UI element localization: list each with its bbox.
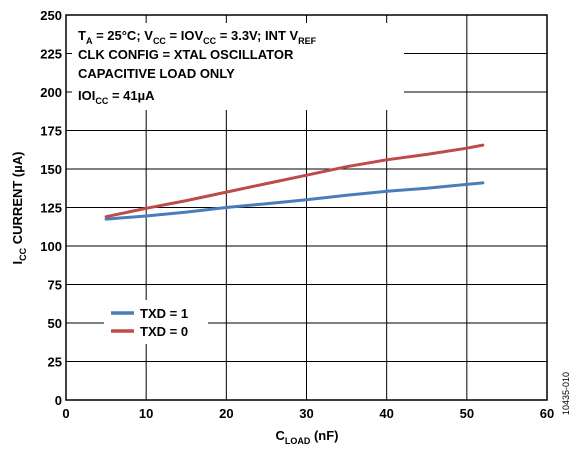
y-tick-label: 100 <box>40 239 62 254</box>
y-tick-label: 150 <box>40 162 62 177</box>
annotation: TA = 25°C; VCC = IOVCC = 3.3V; INT VREF … <box>72 23 404 110</box>
y-tick-labels: 0 25 50 75 100 125 150 175 200 225 250 <box>40 8 62 408</box>
x-tick-label: 60 <box>540 406 554 421</box>
plot-frame <box>65 14 548 401</box>
x-tick-label: 0 <box>62 406 69 421</box>
y-tick-label: 125 <box>40 201 62 216</box>
annotation-line1: TA = 25°C; VCC = IOVCC = 3.3V; INT VREF <box>78 28 317 46</box>
series-line-txd0 <box>104 143 485 219</box>
y-tick-label: 175 <box>40 124 62 139</box>
legend: TXD = 1 TXD = 0 <box>104 300 208 344</box>
y-tick-label: 50 <box>48 316 62 331</box>
y-tick-label: 75 <box>48 278 62 293</box>
legend-label-txd1: TXD = 1 <box>140 306 188 321</box>
annotation-line2: CLK CONFIG = XTAL OSCILLATOR <box>78 47 294 62</box>
x-tick-labels: 0 10 20 30 40 50 60 <box>62 406 554 421</box>
series-line-txd1 <box>104 181 485 221</box>
y-tick-label: 250 <box>40 8 62 23</box>
y-axis-label: ICC CURRENT (µA) <box>10 152 28 265</box>
figure-id: 10435-010 <box>561 372 571 415</box>
x-tick-label: 10 <box>139 406 153 421</box>
x-tick-label: 20 <box>219 406 233 421</box>
y-tick-label: 200 <box>40 85 62 100</box>
annotation-line3: CAPACITIVE LOAD ONLY <box>78 66 235 81</box>
annotation-line4: IOICC = 41µA <box>78 88 155 106</box>
annotation-line4-background <box>72 86 186 110</box>
x-tick-label: 40 <box>379 406 393 421</box>
x-tick-label: 30 <box>299 406 313 421</box>
x-tick-label: 50 <box>460 406 474 421</box>
legend-label-txd0: TXD = 0 <box>140 324 188 339</box>
y-tick-label: 0 <box>55 393 62 408</box>
y-tick-label: 25 <box>48 355 62 370</box>
x-axis-label: CLOAD (nF) <box>275 428 338 446</box>
legend-background <box>104 300 208 344</box>
y-tick-label: 225 <box>40 47 62 62</box>
series-layer <box>104 143 485 221</box>
